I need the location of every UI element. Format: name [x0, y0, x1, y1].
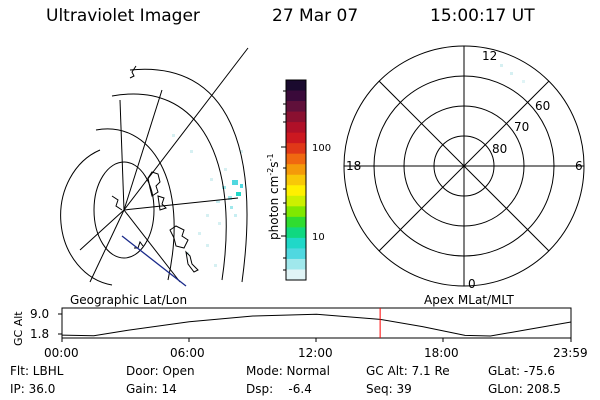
- colorbar-cell: [286, 153, 306, 165]
- mlt-label-0: 0: [468, 277, 476, 291]
- colorbar-cell: [286, 237, 306, 250]
- colorbar: 100 10 photon cm-2s-1: [266, 79, 331, 281]
- colorbar-cell: [286, 90, 306, 102]
- geographic-label: Geographic Lat/Lon: [70, 293, 188, 307]
- alt-ytick-1.8: 1.8: [30, 327, 49, 341]
- time-tick-2359: 23:59: [553, 346, 588, 360]
- status-gain: Gain: 14: [126, 382, 177, 396]
- colorbar-cell: [286, 248, 306, 260]
- status-door: Door: Open: [126, 364, 195, 378]
- alt-ytick-9: 9.0: [30, 307, 49, 321]
- altitude-plot: 9.0 1.8 GC Alt: [12, 307, 572, 346]
- date-label: 27 Mar 07: [272, 6, 359, 26]
- mlat-label-70: 70: [514, 120, 529, 134]
- status-glat: GLat: -75.6: [488, 364, 555, 378]
- time-tick-0000: 00:00: [44, 346, 79, 360]
- mlat-label-80: 80: [492, 142, 507, 156]
- status-gc-alt: GC Alt: 7.1 Re: [366, 364, 450, 378]
- colorbar-cell: [286, 164, 306, 176]
- status-glon: GLon: 208.5: [488, 382, 561, 396]
- colorbar-label: photon cm-2s-1: [266, 153, 281, 240]
- colorbar-cell: [286, 174, 306, 186]
- colorbar-cell: [286, 132, 306, 144]
- apex-label: Apex MLat/MLT: [424, 293, 514, 307]
- time-label: 15:00:17 UT: [430, 6, 535, 26]
- time-tick-1800: 18:00: [424, 346, 459, 360]
- colorbar-cell: [286, 185, 306, 197]
- time-tick-1200: 12:00: [298, 346, 333, 360]
- colorbar-cell: [286, 195, 306, 207]
- status-ip: IP: 36.0: [10, 382, 56, 396]
- status-mode: Mode: Normal: [246, 364, 330, 378]
- mlt-label-6: 6: [575, 159, 583, 173]
- colorbar-cell: [286, 206, 306, 218]
- colorbar-cell: [286, 80, 306, 92]
- apex-polar-plot: [343, 45, 585, 287]
- colorbar-cell: [286, 143, 306, 155]
- colorbar-tick-10: 10: [312, 232, 325, 243]
- instrument-title: Ultraviolet Imager: [46, 6, 200, 26]
- auroral-emission: [172, 134, 243, 267]
- colorbar-cell: [286, 216, 306, 228]
- status-seq: Seq: 39: [366, 382, 412, 396]
- geographic-map: [60, 47, 249, 287]
- time-tick-0600: 06:00: [170, 346, 205, 360]
- colorbar-cell: [286, 111, 306, 123]
- colorbar-cell: [286, 101, 306, 113]
- colorbar-cell: [286, 258, 306, 271]
- status-filter: Flt: LBHL: [10, 364, 64, 378]
- status-dsp: Dsp: -6.4: [246, 382, 312, 396]
- mlat-label-60: 60: [535, 99, 550, 113]
- colorbar-cell: [286, 227, 306, 239]
- colorbar-cell: [286, 269, 306, 281]
- colorbar-tick-100: 100: [312, 143, 331, 154]
- mlt-label-12: 12: [482, 49, 497, 63]
- alt-ylabel: GC Alt: [12, 311, 25, 346]
- mlt-label-18: 18: [346, 159, 361, 173]
- colorbar-cell: [286, 122, 306, 134]
